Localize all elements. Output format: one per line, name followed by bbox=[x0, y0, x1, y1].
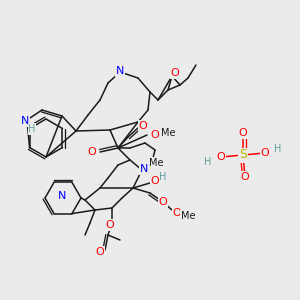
Text: H: H bbox=[154, 175, 162, 185]
Text: H: H bbox=[274, 144, 282, 154]
Text: O: O bbox=[241, 172, 249, 182]
Text: N: N bbox=[58, 191, 66, 201]
Text: N: N bbox=[116, 66, 124, 76]
Text: Me: Me bbox=[181, 211, 195, 221]
Text: O: O bbox=[106, 220, 114, 230]
Text: Me: Me bbox=[161, 128, 175, 138]
Text: O: O bbox=[151, 176, 159, 186]
Text: O: O bbox=[88, 147, 96, 157]
Text: O: O bbox=[172, 208, 182, 218]
Text: N: N bbox=[21, 116, 29, 126]
Text: N: N bbox=[140, 164, 148, 174]
Text: O: O bbox=[139, 121, 147, 131]
Text: O: O bbox=[159, 197, 167, 207]
Text: O: O bbox=[96, 247, 104, 257]
Text: O: O bbox=[151, 130, 159, 140]
Text: Me: Me bbox=[149, 158, 163, 168]
Text: O: O bbox=[171, 68, 179, 78]
Text: O: O bbox=[261, 148, 269, 158]
Text: H: H bbox=[204, 157, 212, 167]
Text: H: H bbox=[159, 172, 167, 182]
Text: O: O bbox=[238, 128, 247, 138]
Text: H: H bbox=[28, 124, 36, 134]
Text: S: S bbox=[239, 148, 247, 161]
Text: O: O bbox=[217, 152, 225, 162]
